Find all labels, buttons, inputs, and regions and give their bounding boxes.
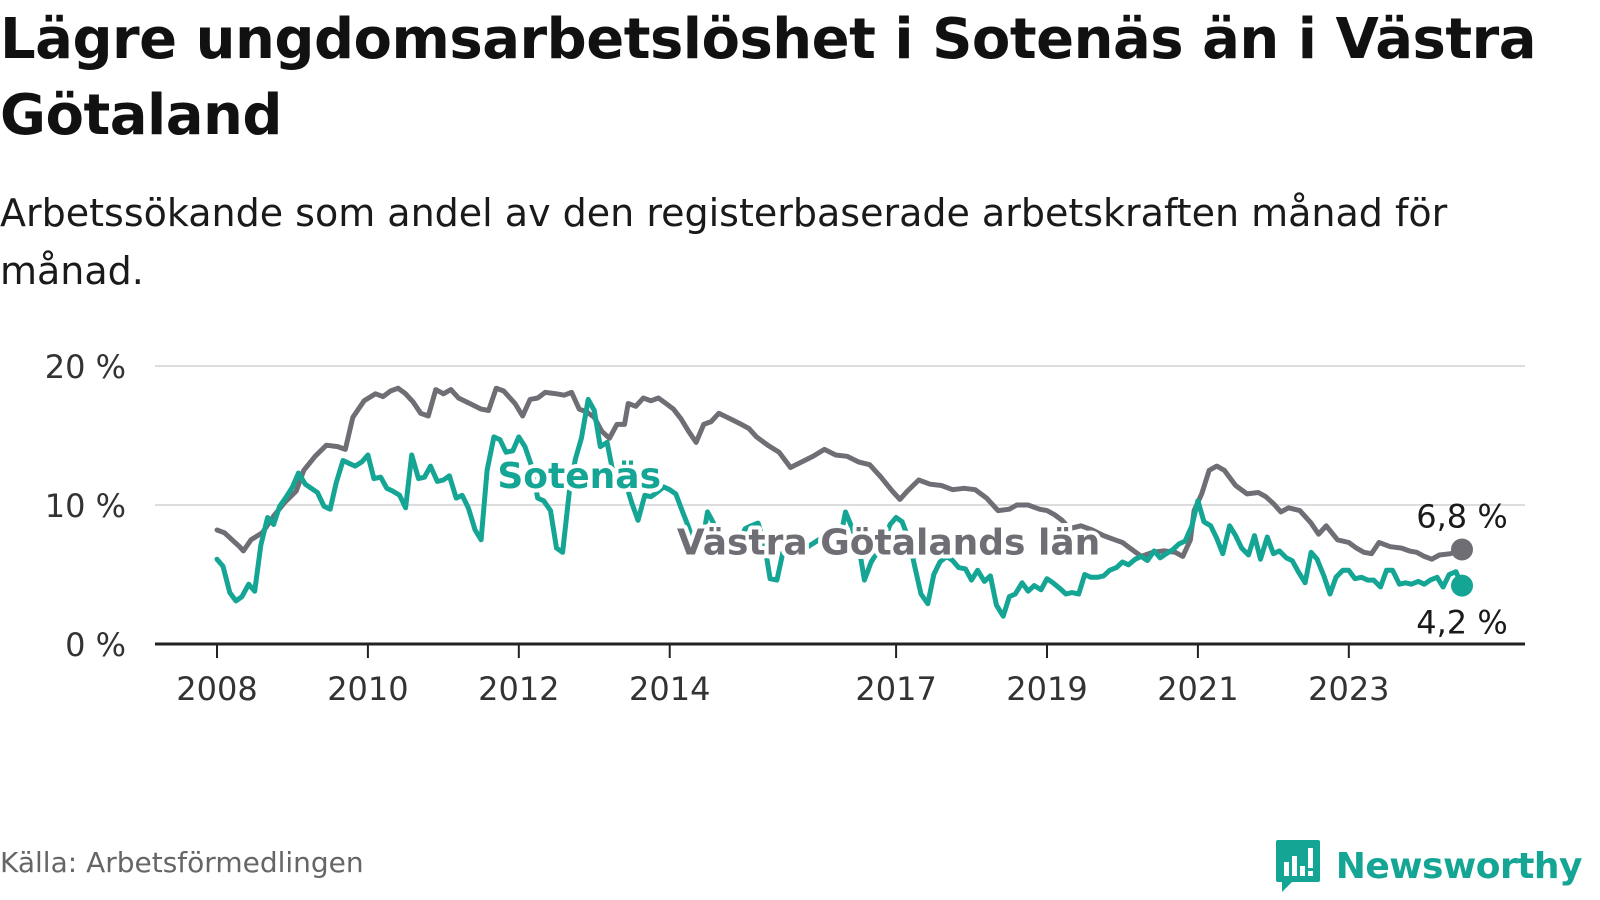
y-tick-label: 10 % bbox=[45, 487, 126, 525]
x-tick-label: 2023 bbox=[1308, 670, 1389, 708]
x-tick-label: 2021 bbox=[1157, 670, 1238, 708]
page-subtitle: Arbetssökande som andel av den registerb… bbox=[0, 191, 1448, 293]
x-tick-label: 2008 bbox=[176, 670, 257, 708]
end-label-vastra: 6,8 % bbox=[1416, 497, 1507, 535]
x-tick-label: 2012 bbox=[478, 670, 559, 708]
series-label-vastra: Västra Götalands län bbox=[677, 523, 1100, 564]
series-end-point-vastra bbox=[1451, 538, 1473, 561]
brand[interactable]: Newsworthy bbox=[1274, 838, 1583, 894]
series-end-point-sotenas bbox=[1451, 574, 1473, 597]
line-chart: 0 % 10 % 20 % 2008 2010 2012 2014 2017 2019 2021 2… bbox=[45, 348, 1525, 708]
y-tick-label: 20 % bbox=[45, 348, 126, 386]
series-label-sotenas: Sotenäs bbox=[497, 456, 661, 497]
series-line-sotenas bbox=[214, 396, 1465, 619]
series-line-vastra bbox=[214, 385, 1465, 562]
source-note: Källa: Arbetsförmedlingen bbox=[0, 846, 364, 879]
newsworthy-logo-icon bbox=[1275, 840, 1320, 892]
brand-name: Newsworthy bbox=[1335, 845, 1583, 887]
x-tick-label: 2014 bbox=[629, 670, 710, 708]
page-title: Lägre ungdomsarbetslöshet i Sotenäs än i… bbox=[0, 7, 1537, 148]
y-tick-label: 0 % bbox=[65, 626, 126, 664]
x-tick-label: 2017 bbox=[855, 670, 936, 708]
end-label-sotenas: 4,2 % bbox=[1416, 604, 1507, 642]
x-tick-label: 2019 bbox=[1006, 670, 1087, 708]
x-tick-label: 2010 bbox=[327, 670, 408, 708]
